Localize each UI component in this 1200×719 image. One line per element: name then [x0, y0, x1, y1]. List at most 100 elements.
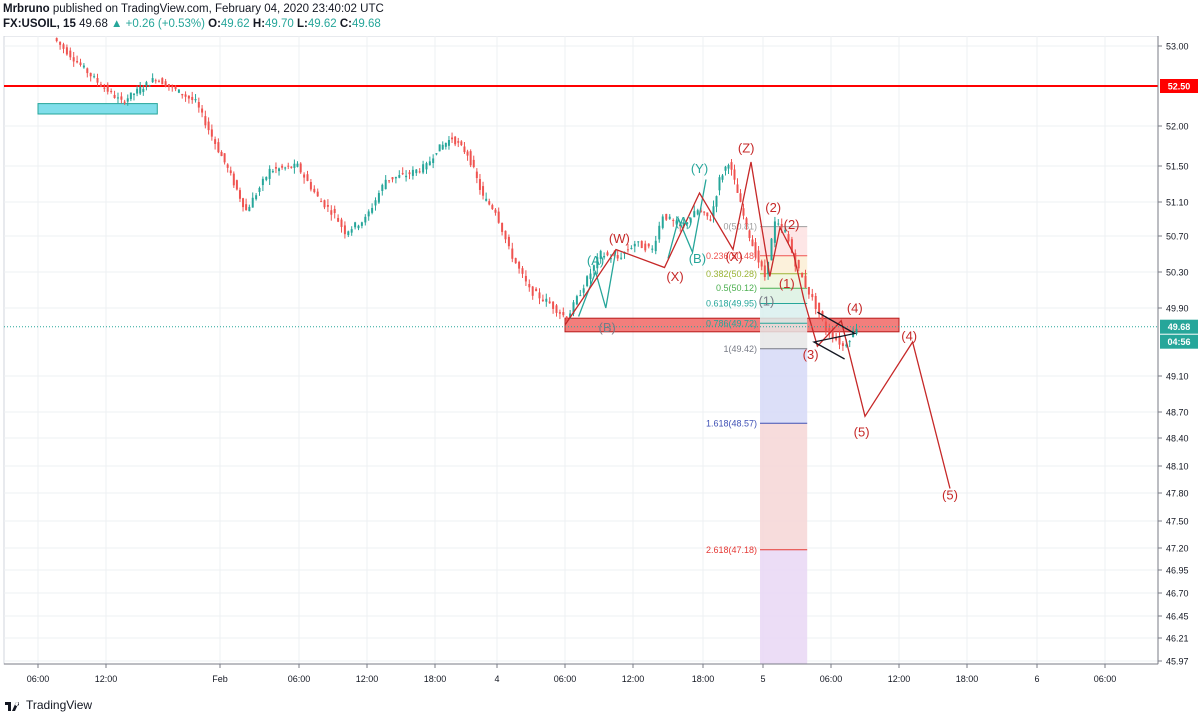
candle-body	[384, 179, 387, 190]
candle-body	[447, 139, 450, 146]
candle-body	[194, 99, 197, 101]
candle-body	[511, 248, 514, 259]
price-tick-label: 48.10	[1166, 462, 1189, 472]
candle-body	[79, 62, 82, 66]
price-tick-label: 46.95	[1166, 566, 1189, 576]
candle-body	[303, 174, 306, 178]
candle-body	[797, 260, 800, 269]
candle-body	[229, 170, 232, 174]
candle-body	[204, 116, 207, 126]
candlestick-series	[55, 37, 858, 351]
fib-band-extension	[760, 549, 808, 664]
candle-body	[360, 222, 363, 226]
time-tick-label: 12:00	[356, 674, 379, 684]
chart-axes[interactable]: 53.00 52.00 51.50 51.10 50.70 50.30 49.90 49.10…	[4, 36, 1198, 684]
price-chart[interactable]: 0(50.81) 0.236(50.48) 0.382(50.28) 0.5(50.1…	[0, 36, 1200, 692]
candle-body	[223, 153, 226, 163]
symbol-line: FX:USOIL, 15 49.68 ▲ +0.26 (+0.53%) O:49…	[3, 18, 381, 30]
candle-body	[538, 292, 541, 299]
time-tick-label: 06:00	[820, 674, 843, 684]
tradingview-brand[interactable]: TradingView	[26, 698, 93, 712]
wave-label: (1)	[758, 293, 774, 308]
candle-body	[478, 179, 481, 190]
time-tick-label: 06:00	[27, 674, 50, 684]
candle-body	[313, 188, 316, 193]
candle-body	[592, 265, 595, 271]
publish-line: Mrbruno published on TradingView.com, Fe…	[3, 3, 384, 15]
fib-level-label: 1.618(48.57)	[706, 418, 757, 428]
candle-body	[388, 180, 391, 182]
candle-body	[790, 239, 793, 253]
time-tick-label: 18:00	[424, 674, 447, 684]
candle-body	[807, 286, 810, 295]
candle-body	[197, 102, 200, 108]
fib-level-label: 1(49.42)	[723, 344, 757, 354]
wave-label: (5)	[854, 424, 870, 439]
candle-body	[748, 230, 751, 239]
candle-body	[401, 173, 404, 175]
low-label: L:	[297, 18, 308, 30]
teal-abc-2-line[interactable]	[667, 179, 707, 259]
candle-body	[552, 301, 555, 309]
elliott-wave-lines[interactable]	[564, 161, 951, 489]
candle-body	[377, 193, 380, 203]
candle-body	[320, 201, 323, 203]
candle-body	[770, 238, 773, 261]
teal-abc-line[interactable]	[577, 249, 617, 317]
candle-body	[367, 211, 370, 217]
price-change: +0.26 (+0.53%)	[125, 18, 205, 30]
wave-label: (A)	[675, 214, 692, 229]
up-arrow-icon: ▲	[111, 18, 123, 30]
candle-body	[586, 276, 589, 287]
candle-body	[730, 162, 733, 170]
fib-level-label: 0.786(49.72)	[706, 318, 757, 328]
candle-body	[371, 207, 374, 213]
candle-body	[161, 78, 164, 85]
candle-body	[569, 313, 572, 319]
candle-body	[773, 221, 776, 243]
candle-body	[599, 250, 602, 260]
price-tick-label: 45.97	[1166, 657, 1189, 667]
candle-body	[572, 302, 575, 314]
candle-body	[154, 80, 157, 82]
candle-body	[828, 328, 831, 335]
candle-body	[700, 210, 703, 212]
candle-body	[268, 168, 271, 179]
author-name[interactable]: Mrbruno	[3, 3, 50, 15]
support-box[interactable]	[37, 103, 158, 115]
candle-body	[255, 195, 258, 200]
candle-body	[164, 81, 167, 87]
red-wxyxz-line[interactable]	[564, 161, 951, 489]
candle-body	[290, 166, 293, 168]
time-tick-label: 18:00	[956, 674, 979, 684]
candle-body	[507, 236, 510, 247]
candle-body	[398, 175, 401, 178]
tradingview-logo-icon[interactable]	[4, 698, 22, 712]
candle-body	[214, 139, 217, 144]
price-tick-label: 50.70	[1166, 232, 1189, 242]
candle-body	[745, 218, 748, 225]
candle-body	[306, 174, 309, 181]
published-info: published on TradingView.com, February 0…	[49, 3, 384, 15]
candle-body	[616, 255, 619, 259]
candle-body	[258, 187, 261, 192]
candle-body	[637, 241, 640, 243]
candle-body	[582, 288, 585, 293]
candle-body	[151, 78, 154, 83]
open-label: O:	[208, 18, 221, 30]
candle-body	[364, 216, 367, 223]
candle-body	[191, 96, 194, 101]
candle-body	[654, 240, 657, 252]
candle-body	[609, 258, 612, 260]
candle-body	[120, 96, 123, 100]
wave-label: (X)	[726, 249, 743, 264]
candle-body	[733, 169, 736, 180]
fibonacci-extension[interactable]: 0(50.81) 0.236(50.48) 0.382(50.28) 0.5(50.1…	[706, 222, 808, 664]
countdown-label: 04:56	[1167, 337, 1190, 347]
triangle-line[interactable]	[812, 311, 857, 360]
candle-body	[411, 169, 414, 176]
wave-label: (B)	[598, 320, 615, 335]
candle-body	[62, 44, 65, 49]
candle-body	[751, 239, 754, 247]
resistance-price-label: 52.50	[1168, 82, 1191, 92]
